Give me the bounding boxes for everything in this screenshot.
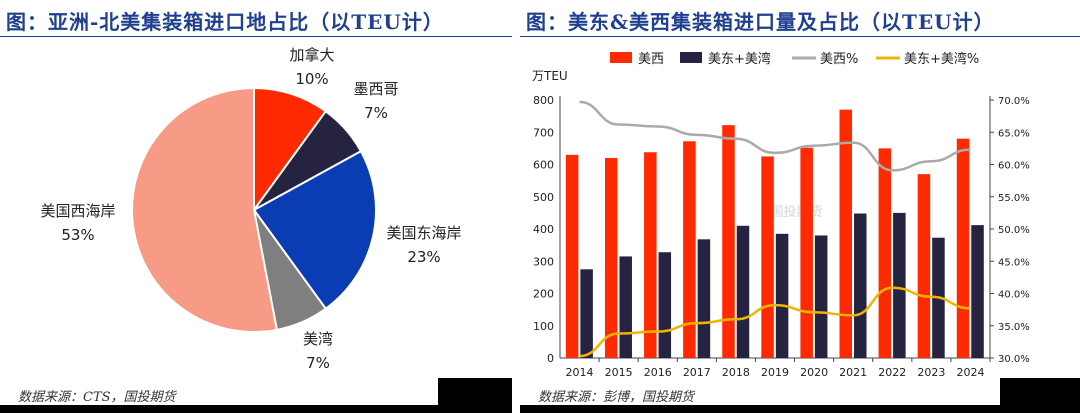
pie-slice-label: 美国东海岸 [386, 224, 461, 242]
bar-west [917, 174, 931, 358]
left-tick-label: 500 [533, 191, 554, 204]
bar-west [683, 141, 696, 358]
x-tick-label: 2015 [605, 366, 633, 379]
bar-west [644, 152, 657, 358]
left-tick-label: 300 [533, 255, 554, 268]
bar-east-gulf [814, 235, 828, 358]
pie-chart-title: 图：亚洲-北美集装箱进口地占比（以TEU计） [6, 10, 444, 34]
bar-east-gulf [854, 213, 867, 358]
left-tick-label: 700 [533, 126, 554, 139]
bar-east-gulf [580, 269, 593, 358]
x-tick-label: 2014 [566, 366, 594, 379]
legend-label: 美西% [820, 52, 858, 67]
x-tick-label: 2020 [800, 366, 828, 379]
bar-east-gulf [893, 212, 906, 358]
bar-west [604, 158, 618, 358]
pie-slice [253, 86, 328, 214]
bar-east-gulf [619, 256, 632, 358]
pie-slice-percent: 23% [407, 248, 440, 266]
right-tick-label: 65.0% [998, 128, 1030, 139]
pie-title-rule [0, 36, 512, 37]
bar-west [956, 138, 970, 358]
combo-chart-title: 图：美东&美西集装箱进口量及占比（以TEU计） [526, 10, 995, 34]
x-tick-label: 2024 [956, 366, 984, 379]
left-tick-label: 400 [533, 223, 554, 236]
right-bottom-border [520, 405, 1080, 413]
right-tick-label: 40.0% [998, 290, 1030, 301]
legend-label: 美东+美湾 [708, 51, 771, 67]
combo-panel: 图：美东&美西集装箱进口量及占比（以TEU计） 美西 美东+美湾 美西% 美东+美湾%… [520, 0, 1080, 413]
combo-source-note: 数据来源：彭博，国投期货 [538, 390, 695, 405]
bar-east-gulf [697, 239, 711, 358]
line-east-gulf-pct [579, 286, 971, 358]
bar-west [722, 125, 735, 358]
right-tick-label: 30.0% [998, 354, 1030, 365]
right-tick-label: 60.0% [998, 161, 1030, 172]
legend-label: 美西 [638, 52, 664, 67]
x-tick-label: 2022 [878, 366, 906, 379]
right-tick-label: 70.0% [998, 96, 1030, 107]
pie-slice-percent: 7% [306, 354, 330, 372]
bar-east-gulf [658, 252, 672, 358]
x-tick-label: 2017 [683, 366, 711, 379]
right-tick-label: 45.0% [998, 257, 1030, 268]
x-tick-label: 2023 [917, 366, 945, 379]
left-bottom-border [0, 405, 512, 413]
bar-east-gulf [971, 225, 984, 358]
x-tick-label: 2016 [644, 366, 672, 379]
x-tick-label: 2021 [839, 366, 867, 379]
pie-chart: 加拿大 10% 墨西哥 7% 美国东海岸 23% 美湾 7% 美国西海岸 53% [40, 46, 461, 372]
left-tick-label: 100 [533, 320, 554, 333]
pie-slice [252, 149, 377, 311]
legend-swatch [610, 52, 632, 63]
pie-slice-percent: 7% [364, 104, 388, 122]
watermark-text: 国投期货 [770, 204, 822, 220]
bar-west [761, 156, 774, 358]
pie-slice-label: 加拿大 [289, 46, 334, 64]
legend-swatch [680, 52, 702, 63]
pie-slice-percent: 10% [295, 70, 328, 88]
bar-east-gulf [775, 233, 789, 358]
pie-slice-label: 墨西哥 [353, 80, 398, 98]
left-tick-label: 800 [533, 94, 554, 107]
line-west-pct [579, 100, 971, 172]
pie-slice-percent: 53% [61, 226, 94, 244]
pie-panel: 图：亚洲-北美集装箱进口地占比（以TEU计） 加拿大 10% 墨西哥 7% 美国东海岸 2… [0, 0, 512, 413]
pie-source-note: 数据来源：CTS，国投期货 [18, 390, 176, 405]
right-corner-block [1000, 378, 1080, 413]
left-corner-block [438, 378, 512, 413]
combo-title-rule [520, 36, 1080, 37]
legend-label: 美东+美湾% [904, 51, 979, 67]
x-tick-label: 2019 [761, 366, 789, 379]
right-tick-label: 50.0% [998, 225, 1030, 236]
bar-east-gulf [736, 225, 750, 358]
bar-west [839, 109, 853, 358]
combo-chart: 美西 美东+美湾 美西% 美东+美湾% 万TEU 0 100 200 300 400 500 600 7… [532, 51, 1030, 379]
x-tick-label: 2018 [722, 366, 750, 379]
left-axis-unit: 万TEU [532, 69, 568, 83]
pie-slice [131, 86, 279, 333]
right-tick-label: 35.0% [998, 322, 1030, 333]
left-tick-label: 0 [547, 352, 554, 365]
right-tick-label: 55.0% [998, 193, 1030, 204]
bar-west [565, 154, 579, 358]
pie-slice-label: 美国西海岸 [40, 202, 115, 220]
left-tick-label: 200 [533, 288, 554, 301]
bar-west [878, 148, 892, 358]
pie-slice-label: 美湾 [303, 330, 333, 348]
left-tick-label: 600 [533, 159, 554, 172]
bar-west [800, 147, 813, 358]
